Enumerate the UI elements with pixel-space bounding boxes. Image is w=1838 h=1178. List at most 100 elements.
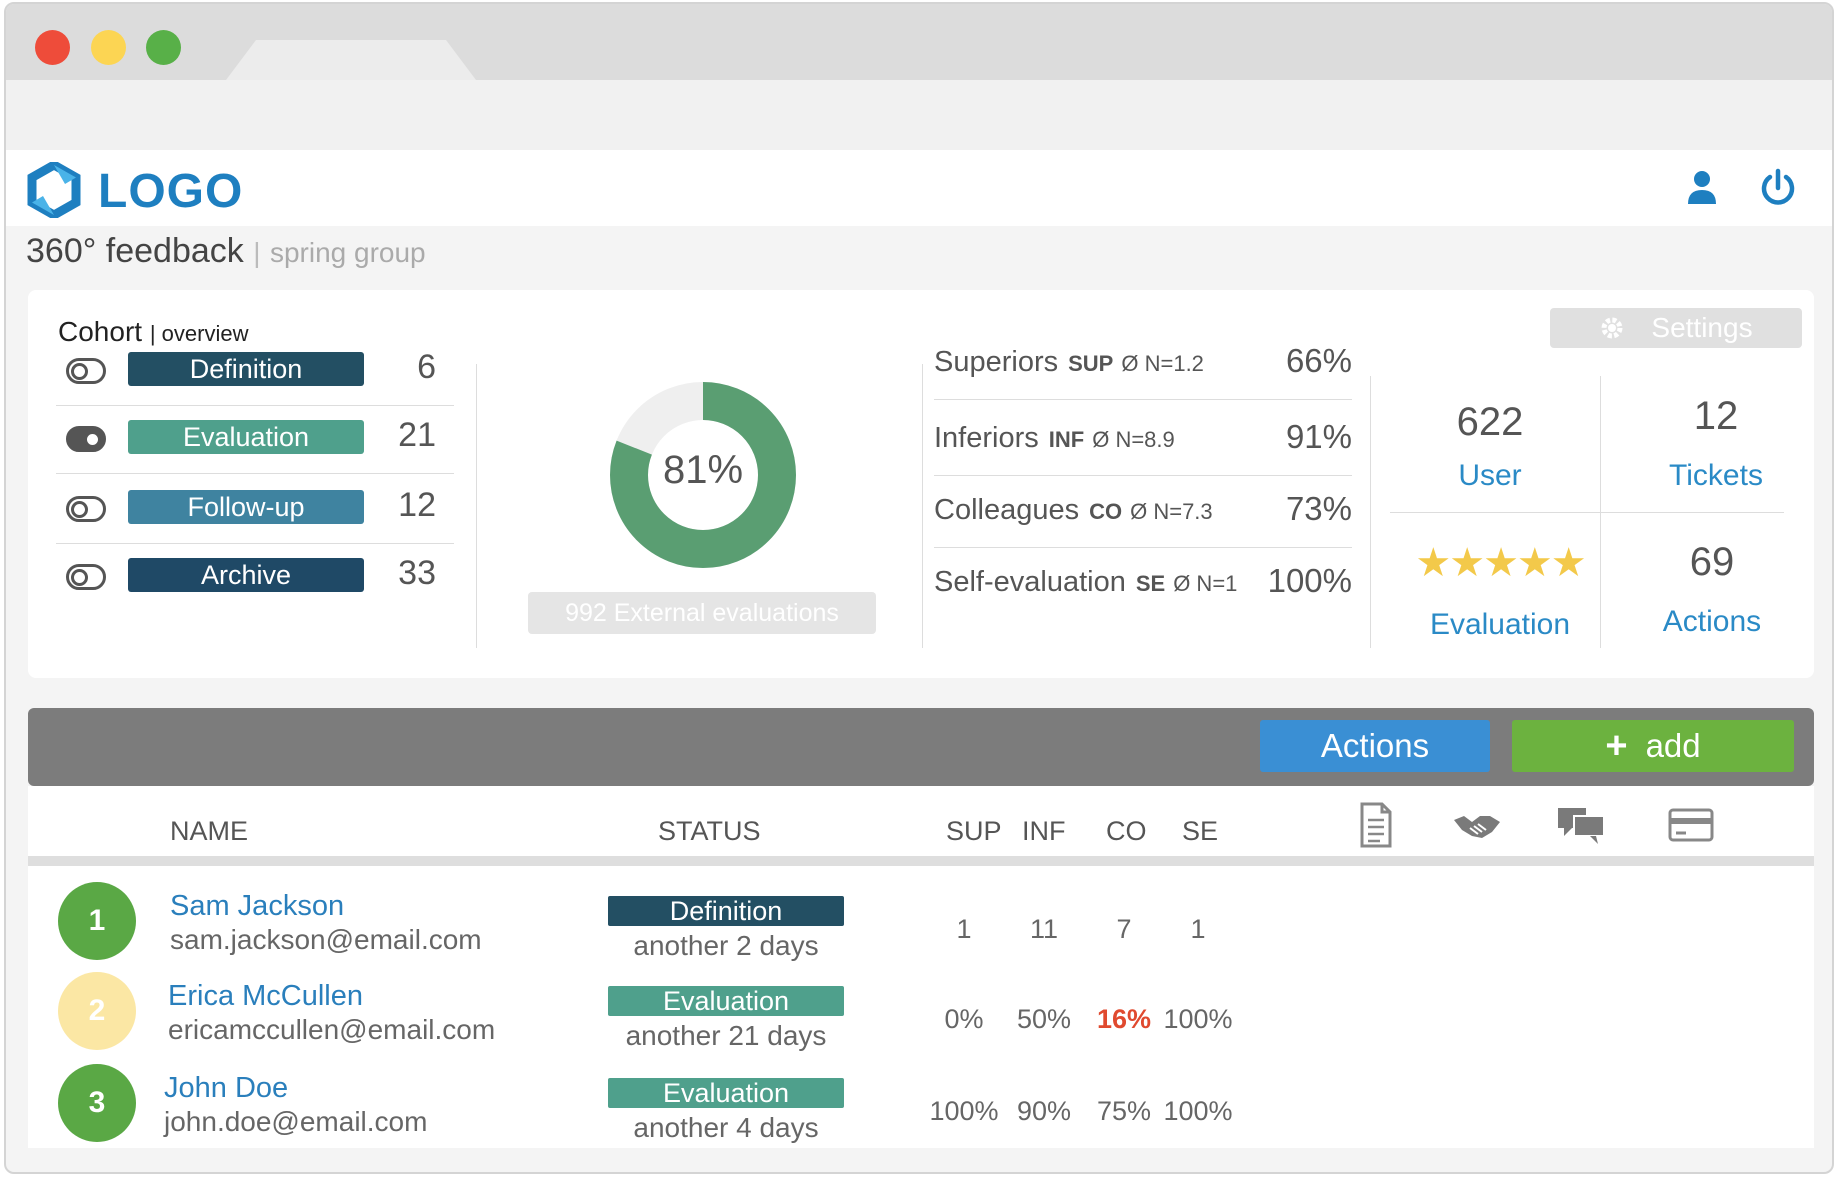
stage-toggle[interactable] (66, 358, 106, 384)
chat-icon[interactable] (1556, 802, 1606, 848)
status-badge: Evaluation (608, 1078, 844, 1108)
participant-name[interactable]: Sam Jackson (170, 890, 345, 922)
stage-toggle[interactable] (66, 426, 106, 452)
participant-name[interactable]: Erica McCullen (168, 980, 363, 1012)
divider (1370, 376, 1371, 648)
address-bar[interactable] (6, 80, 1832, 150)
status-badge: Definition (608, 896, 844, 926)
group-name: Self-evaluation (934, 566, 1126, 598)
cohort-title: Cohort | overview (58, 316, 249, 347)
card-icon[interactable] (1666, 802, 1716, 848)
score-sup: 100% (929, 1096, 999, 1126)
page-title-text: 360° feedback (26, 232, 244, 270)
score-se: 100% (1163, 1096, 1233, 1126)
stat-user[interactable]: 622 User (1390, 400, 1590, 493)
divider (1390, 512, 1784, 513)
title-separator: | (253, 237, 261, 268)
group-name: spring group (269, 237, 426, 268)
stage-toggle[interactable] (66, 496, 106, 522)
stage-count: 33 (398, 554, 436, 592)
score-sup: 0% (944, 1004, 984, 1034)
participant-email: ericamccullen@email.com (168, 1014, 496, 1045)
user-icon[interactable] (1680, 166, 1724, 210)
page-title: 360° feedback | spring group (26, 232, 426, 271)
score-co: 75% (1096, 1096, 1152, 1126)
participant-name[interactable]: John Doe (164, 1072, 289, 1104)
add-label: add (1645, 727, 1701, 764)
logo-text[interactable]: LOGO (98, 165, 244, 218)
group-percent: 73% (1285, 490, 1352, 527)
group-meta: Ø N=7.3 (1130, 499, 1213, 524)
status-remaining: another 4 days (633, 1112, 819, 1143)
group-row-colleagues: Colleagues CO Ø N=7.3 73% (934, 476, 1352, 548)
score-se: 1 (1190, 914, 1206, 944)
stage-count: 21 (398, 416, 436, 454)
maximize-window-button[interactable] (146, 30, 181, 65)
column-header-status[interactable]: STATUS (658, 816, 761, 846)
participant-email: john.doe@email.com (164, 1106, 428, 1137)
browser-window: LOGO 360° feedback | spring group Cohort… (4, 2, 1834, 1174)
stat-evaluation[interactable]: ★★★★★ Evaluation (1390, 540, 1610, 642)
browser-tab[interactable] (226, 40, 476, 80)
group-abbr: SUP (1068, 351, 1114, 376)
stage-row-definition[interactable]: Definition 6 (56, 338, 454, 406)
minimize-window-button[interactable] (91, 30, 126, 65)
close-window-button[interactable] (35, 30, 70, 65)
settings-button[interactable]: Settings (1550, 308, 1802, 348)
cohort-subtitle: overview (161, 321, 249, 346)
participants-table: NAME STATUS SUP INF CO SE (28, 786, 1814, 1148)
divider (922, 364, 923, 648)
status-remaining: another 2 days (633, 930, 819, 961)
group-meta: Ø N=8.9 (1092, 427, 1175, 452)
tickets-count: 12 (1693, 394, 1739, 438)
logo-icon (27, 162, 81, 218)
table-row[interactable]: 2 Erica McCullen ericamccullen@email.com… (28, 972, 1814, 1056)
power-icon[interactable] (1756, 166, 1800, 210)
column-header-sup[interactable]: SUP (946, 816, 1002, 846)
title-bar (6, 4, 1832, 80)
table-toolbar: Actions + add (28, 708, 1814, 786)
document-icon[interactable] (1350, 802, 1400, 848)
group-name: Colleagues (934, 494, 1080, 526)
stage-row-evaluation[interactable]: Evaluation 21 (56, 406, 454, 474)
stage-toggle[interactable] (66, 564, 106, 590)
completion-donut-chart (610, 382, 796, 568)
table-header-divider (28, 856, 1814, 866)
cohort-title-text: Cohort (58, 316, 143, 347)
column-header-name[interactable]: NAME (170, 816, 249, 846)
actions-button[interactable]: Actions (1260, 720, 1490, 772)
actions-label: Actions (1662, 605, 1762, 638)
cohort-overview-card: Cohort | overview Settings Definition 6 … (28, 290, 1814, 678)
table-row[interactable]: 1 Sam Jackson sam.jackson@email.com Defi… (28, 882, 1814, 966)
group-percent: 100% (1267, 562, 1352, 599)
status-badge: Evaluation (608, 986, 844, 1016)
gear-icon (1601, 317, 1623, 339)
score-inf: 11 (1029, 914, 1059, 944)
group-abbr: CO (1089, 499, 1123, 524)
group-abbr: INF (1048, 427, 1085, 452)
column-header-se[interactable]: SE (1182, 816, 1219, 846)
app-header: LOGO (6, 150, 1832, 226)
stat-tickets[interactable]: 12 Tickets (1616, 394, 1816, 493)
avatar: 3 (58, 1064, 136, 1142)
score-co: 7 (1116, 914, 1132, 944)
column-header-co[interactable]: CO (1106, 816, 1147, 846)
star-rating: ★★★★★ (1415, 541, 1586, 585)
stage-row-follow-up[interactable]: Follow-up 12 (56, 476, 454, 544)
external-evaluations-badge: 992 External evaluations (528, 592, 876, 634)
completion-percent: 81% (662, 448, 744, 492)
group-name: Inferiors (934, 422, 1039, 454)
table-row[interactable]: 3 John Doe john.doe@email.com Evaluation… (28, 1064, 1814, 1148)
handshake-icon[interactable] (1452, 802, 1502, 848)
plus-icon: + (1605, 724, 1628, 767)
stat-actions[interactable]: 69 Actions (1612, 540, 1812, 639)
group-percent: 66% (1285, 342, 1352, 379)
stage-row-archive[interactable]: Archive 33 (56, 544, 454, 612)
stage-label: Archive (128, 558, 364, 592)
group-name: Superiors (934, 346, 1059, 378)
group-meta: Ø N=1 (1173, 571, 1238, 596)
add-button[interactable]: + add (1512, 720, 1794, 772)
group-row-superiors: Superiors SUP Ø N=1.2 66% (934, 328, 1352, 400)
evaluation-label: Evaluation (1429, 608, 1571, 641)
column-header-inf[interactable]: INF (1022, 816, 1066, 846)
